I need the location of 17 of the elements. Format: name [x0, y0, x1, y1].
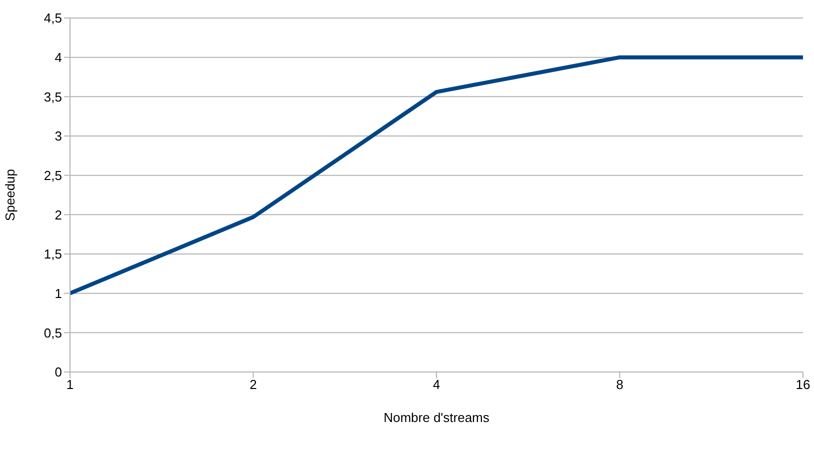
y-tick-label: 4 [54, 50, 62, 65]
y-tick-label: 0,5 [44, 325, 62, 340]
y-tick-label: 3,5 [44, 89, 62, 104]
y-tick-label: 3 [54, 128, 62, 144]
x-tick-label: 1 [66, 377, 74, 392]
y-tick-label: 2,5 [44, 168, 62, 183]
x-tick-label: 8 [616, 377, 624, 392]
x-tick-label: 4 [432, 377, 440, 392]
y-axis-title: Speedup [2, 168, 18, 222]
x-tick-label: 16 [796, 377, 810, 392]
y-tick-label: 4,5 [44, 10, 62, 26]
x-tick-label: 2 [250, 377, 257, 392]
y-tick-label: 1 [54, 286, 62, 301]
y-tick-label: 1,5 [44, 246, 62, 262]
x-axis-title: Nombre d'streams [384, 410, 490, 425]
y-tick-label: 0 [54, 364, 62, 380]
y-tick-label: 2 [54, 207, 62, 222]
